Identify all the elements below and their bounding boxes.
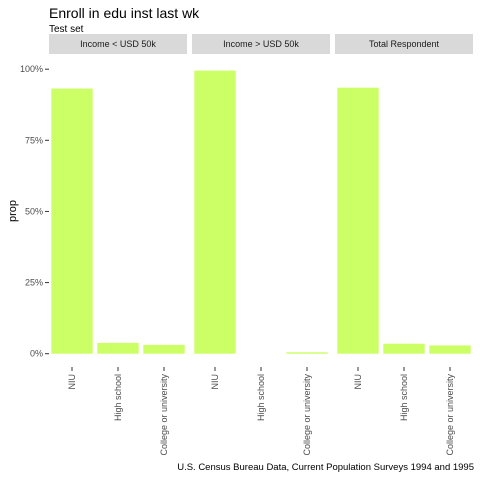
x-tick-label: High school	[113, 374, 123, 421]
x-tick-label: High school	[256, 374, 266, 421]
x-tick-label: High school	[399, 374, 409, 421]
x-tick-label: NIU	[353, 374, 363, 390]
bar	[286, 352, 328, 354]
chart-caption: U.S. Census Bureau Data, Current Populat…	[177, 462, 474, 473]
facet-strip	[335, 34, 473, 54]
y-tick-label: 0%	[30, 349, 43, 359]
y-axis-title: prop	[7, 200, 19, 222]
bar	[51, 88, 93, 354]
x-tick-label: College or university	[159, 374, 169, 456]
facet-strip-label: Income < USD 50k	[80, 39, 156, 49]
chart-subtitle: Test set	[49, 24, 84, 35]
bar	[143, 344, 185, 354]
facet-strip-label: Income > USD 50k	[223, 39, 299, 49]
x-tick-label: NIU	[67, 374, 77, 390]
facet-strip	[49, 34, 187, 54]
x-tick-label: College or university	[302, 374, 312, 456]
x-tick-label: NIU	[210, 374, 220, 390]
y-tick-label: 100%	[20, 64, 43, 74]
y-tick-label: 50%	[25, 206, 43, 216]
x-tick-label: College or university	[445, 374, 455, 456]
bar	[337, 87, 379, 354]
y-tick-label: 25%	[25, 278, 43, 288]
facet-strip	[192, 34, 330, 54]
bar	[429, 345, 471, 354]
bar	[97, 342, 139, 354]
y-tick-label: 75%	[25, 135, 43, 145]
chart-title: Enroll in edu inst last wk	[49, 5, 200, 21]
bar	[194, 70, 236, 354]
facet-strip-label: Total Respondent	[369, 39, 440, 49]
bar	[383, 343, 425, 354]
